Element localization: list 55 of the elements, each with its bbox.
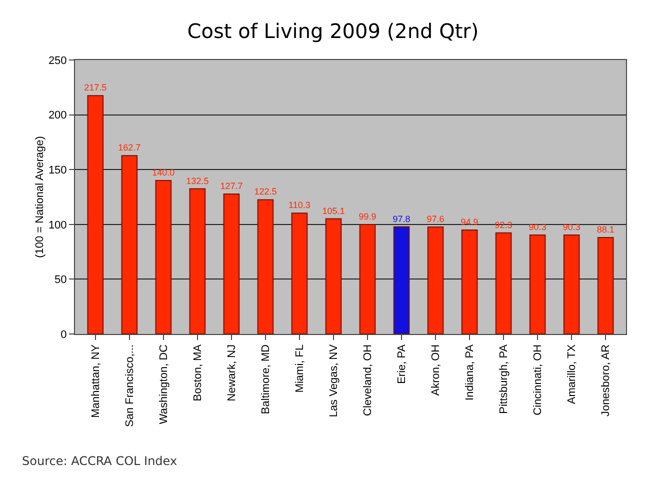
data-label: 132.5 [186, 176, 209, 186]
bar [291, 212, 308, 334]
y-tick-label: 0 [60, 328, 67, 341]
x-tick-label: Baltimore, MD [260, 344, 272, 414]
bar [597, 236, 614, 334]
x-tick-label: Indiana, PA [464, 344, 476, 400]
x-tick-label: Pittsburgh, PA [498, 344, 510, 414]
x-tick-label: Akron, OH [430, 344, 442, 396]
bar [87, 95, 104, 334]
y-tick-label: 150 [48, 164, 67, 176]
data-label: 122.5 [254, 186, 277, 197]
x-tick-label: Miami, FL [294, 344, 306, 393]
y-tick-label: 250 [48, 54, 67, 67]
x-tick-label: Boston, MA [192, 344, 204, 402]
x-tick-label: Las Vegas, NV [328, 344, 340, 418]
y-tick-label: 100 [48, 219, 67, 232]
data-label: 110.3 [288, 200, 310, 210]
data-label: 90.3 [528, 222, 546, 232]
x-tick-label: Washington, DC [158, 344, 170, 424]
y-tick-label: 200 [48, 110, 67, 122]
data-label: 97.6 [426, 214, 444, 224]
x-tick-label: Amarillo, TX [566, 344, 578, 404]
x-tick-label: Jonesboro, AR [600, 344, 612, 417]
data-label: 217.5 [84, 82, 107, 93]
bar [461, 229, 478, 334]
bar [359, 224, 376, 334]
bar [189, 188, 206, 334]
bar [563, 234, 580, 334]
y-axis-title: (100 = National Average) [34, 136, 46, 258]
data-label: 88.1 [596, 224, 614, 234]
y-tick-label: 50 [54, 274, 67, 286]
bar [155, 180, 172, 334]
data-label: 99.9 [358, 212, 376, 222]
x-tick-label: San Francisco,... [124, 344, 136, 427]
x-tick-label: Manhattan, NY [90, 344, 102, 418]
bar [121, 155, 138, 334]
x-tick-label: Cincinnati, OH [532, 344, 544, 416]
bar [393, 226, 410, 334]
data-label: 127.7 [220, 181, 243, 192]
bar [529, 234, 546, 334]
bar [427, 226, 444, 334]
x-tick-label: Erie, PA [396, 344, 408, 384]
data-label: 162.7 [118, 142, 141, 153]
x-tick-label: Newark, NJ [226, 344, 238, 402]
bar [257, 199, 274, 334]
data-label: 97.8 [392, 214, 410, 224]
x-tick-label: Cleveland, OH [362, 344, 374, 416]
bar [325, 218, 342, 334]
bar [495, 232, 512, 334]
chart-title: Cost of Living 2009 (2nd Qtr) [187, 18, 479, 43]
source-note: Source: ACCRA COL Index [22, 454, 178, 468]
data-label: 140.0 [152, 168, 175, 178]
data-label: 105.1 [322, 206, 345, 216]
bar [223, 194, 240, 334]
data-label: 90.3 [562, 222, 580, 232]
